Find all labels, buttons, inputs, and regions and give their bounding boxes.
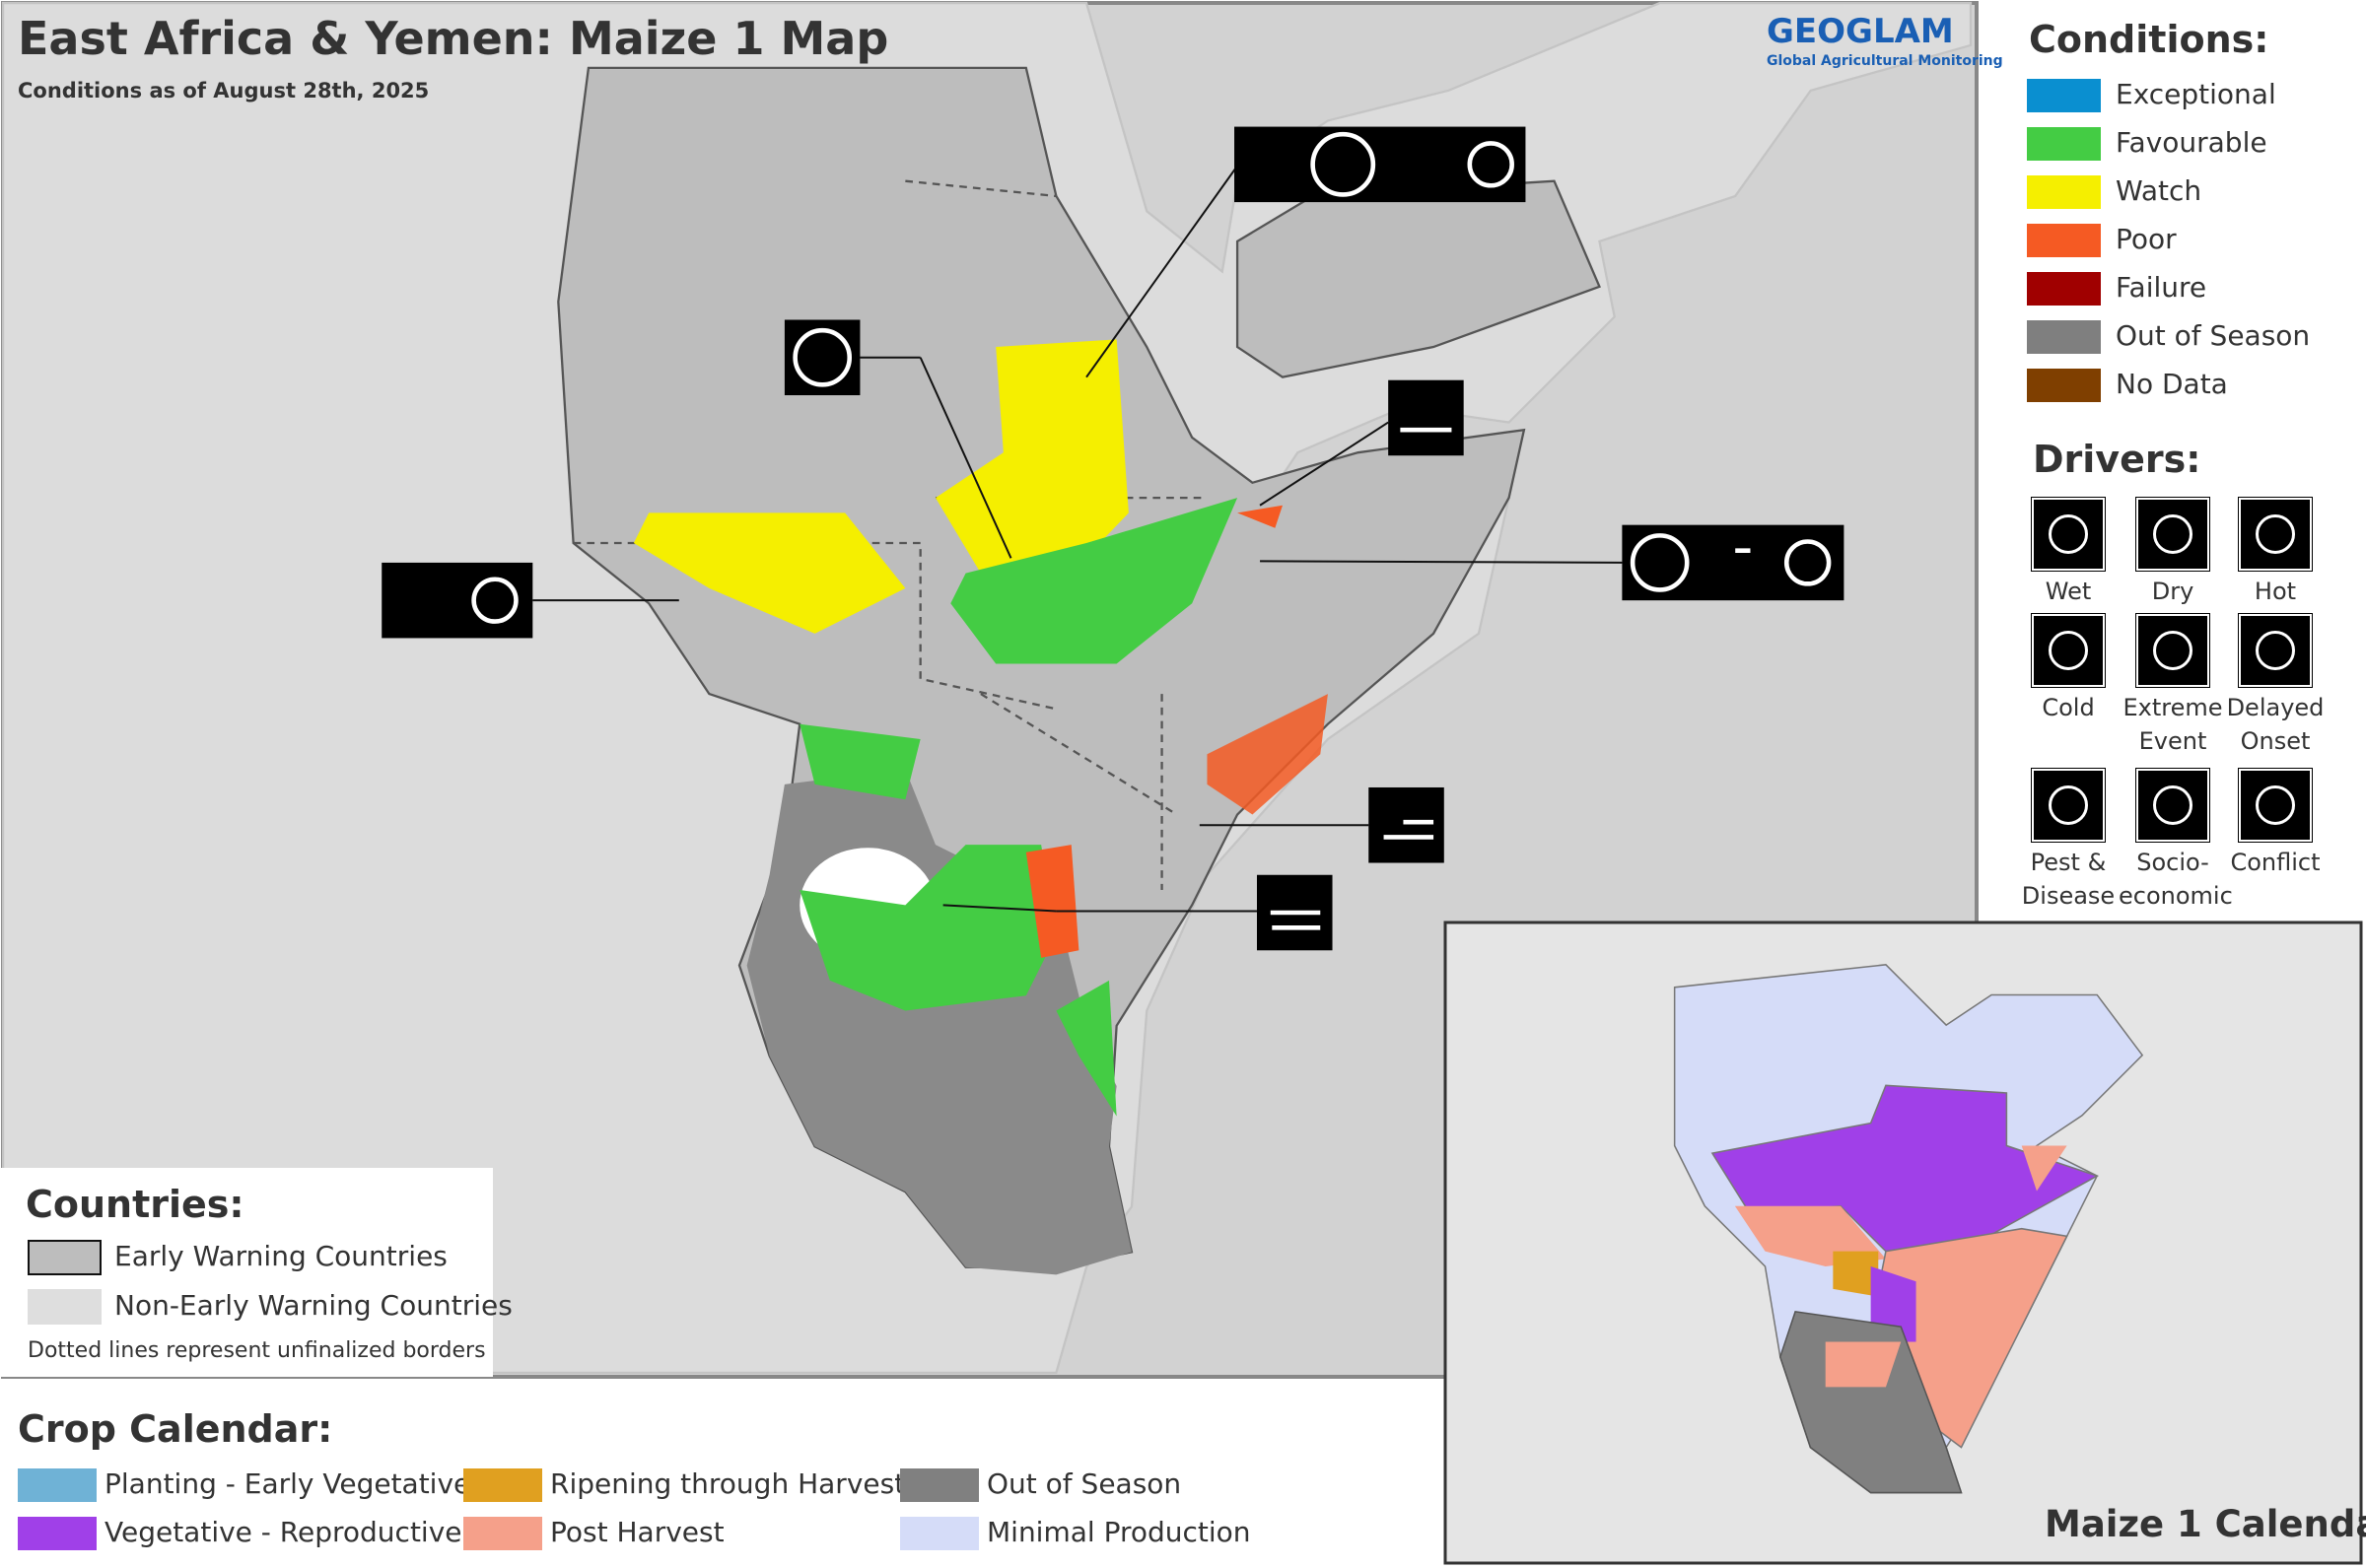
condition-swatch: [2027, 79, 2101, 112]
crop-calendar-heading: Crop Calendar:: [18, 1407, 333, 1451]
driver-icon-glyph: [2256, 631, 2295, 670]
driver-label: Delayed Onset: [2226, 694, 2325, 755]
crop-label: Post Harvest: [550, 1516, 725, 1548]
country-label: Non-Early Warning Countries: [114, 1289, 513, 1322]
crop-swatch: [18, 1468, 97, 1502]
crop-swatch: [900, 1468, 979, 1502]
condition-label: Favourable: [2116, 126, 2267, 159]
condition-swatch: [2027, 175, 2101, 209]
condition-label: Watch: [2116, 174, 2202, 207]
condition-label: Failure: [2116, 271, 2207, 304]
condition-label: Exceptional: [2116, 78, 2276, 110]
crop-swatch: [900, 1517, 979, 1550]
crop-swatch: [18, 1517, 97, 1550]
condition-swatch: [2027, 272, 2101, 306]
crop-swatch: [463, 1468, 542, 1502]
driver-icon-glyph: [2256, 514, 2295, 554]
driver-label: Cold: [2042, 694, 2095, 721]
condition-swatch: [2027, 320, 2101, 354]
condition-swatch: [2027, 224, 2101, 257]
driver-icon-glyph: [2256, 785, 2295, 825]
drivers-heading: Drivers:: [2033, 438, 2201, 481]
countries-note: Dotted lines represent unfinalized borde…: [28, 1338, 486, 1363]
driver-icon: [2031, 613, 2106, 688]
crop-label: Vegetative - Reproductive: [104, 1516, 462, 1548]
condition-label: Out of Season: [2116, 319, 2311, 352]
condition-swatch: [2027, 369, 2101, 402]
logo-tagline: Global Agricultural Monitoring: [1767, 53, 2003, 69]
condition-label: Poor: [2116, 223, 2177, 255]
country-swatch: [28, 1289, 102, 1325]
crop-label: Planting - Early Vegetative: [104, 1467, 471, 1500]
conditions-heading: Conditions:: [2029, 18, 2269, 61]
driver-icon-glyph: [2153, 514, 2192, 554]
map-subtitle: Conditions as of August 28th, 2025: [18, 79, 430, 102]
driver-label: Pest & Disease: [2021, 849, 2116, 910]
crop-label: Minimal Production: [987, 1516, 1251, 1548]
driver-label: Hot: [2254, 578, 2297, 605]
driver-label: Extreme Event: [2122, 694, 2223, 755]
country-swatch: [28, 1240, 102, 1275]
driver-icon-glyph: [2049, 514, 2088, 554]
driver-label: Wet: [2045, 578, 2092, 605]
inset-title: Maize 1 Calendar: [2045, 1503, 2366, 1545]
crop-label: Out of Season: [987, 1467, 1182, 1500]
condition-swatch: [2027, 127, 2101, 161]
driver-icon-glyph: [2153, 785, 2192, 825]
driver-label: Socio-economic: [2119, 849, 2233, 910]
inset-map: [1443, 920, 2363, 1565]
crop-label: Ripening through Harvest: [550, 1467, 906, 1500]
driver-icon: [2238, 768, 2313, 843]
driver-icon-glyph: [2049, 631, 2088, 670]
condition-label: No Data: [2116, 368, 2228, 400]
driver-icon-glyph: [2049, 785, 2088, 825]
main-map: [1, 1, 1979, 1379]
map-title: East Africa & Yemen: Maize 1 Map: [18, 12, 889, 65]
driver-icon-glyph: [2153, 631, 2192, 670]
driver-icon: [2031, 768, 2106, 843]
crop-swatch: [463, 1517, 542, 1550]
driver-icon: [2135, 768, 2210, 843]
countries-heading: Countries:: [26, 1183, 244, 1226]
country-label: Early Warning Countries: [114, 1240, 448, 1272]
driver-icon: [2135, 613, 2210, 688]
driver-label: Dry: [2151, 578, 2194, 605]
logo-name: GEOGLAM: [1767, 12, 1954, 51]
driver-label: Conflict: [2230, 849, 2321, 876]
